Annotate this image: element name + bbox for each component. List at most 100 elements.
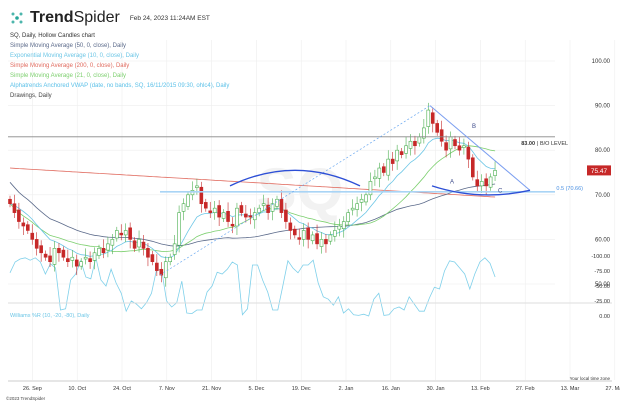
- candle-body: [39, 245, 43, 254]
- header: TrendSpider Feb 24, 2023 11:24AM EST: [10, 9, 210, 27]
- candle: [333, 221, 337, 242]
- candle: [115, 226, 119, 242]
- candle: [355, 196, 359, 217]
- candle: [426, 102, 431, 134]
- legend-item[interactable]: Simple Moving Average (200, 0, close), D…: [10, 63, 130, 69]
- williams-title: Williams %R (10, -20, -80), Daily: [10, 313, 90, 319]
- candle: [261, 194, 266, 211]
- candle: [199, 181, 204, 213]
- candle-body: [399, 151, 404, 155]
- candle-body: [457, 145, 462, 151]
- candle: [66, 249, 70, 268]
- candle-body: [177, 212, 181, 246]
- legend-item[interactable]: Alphatrends Anchored VWAP (date, no band…: [10, 83, 230, 89]
- candle-body: [25, 224, 30, 231]
- candle-body: [439, 129, 444, 142]
- candle-body: [34, 239, 39, 249]
- williams-line: [9, 257, 496, 317]
- x-tick-label: 26. Sep: [23, 386, 42, 392]
- candle: [439, 120, 444, 147]
- candle: [181, 198, 186, 221]
- candle: [70, 250, 75, 268]
- candle: [150, 250, 155, 266]
- candle: [226, 202, 230, 227]
- candle: [346, 209, 351, 226]
- x-tick-label: 13. Mar: [561, 386, 580, 392]
- candle: [297, 228, 302, 245]
- candle: [34, 232, 39, 256]
- candle: [235, 202, 239, 235]
- candle: [399, 147, 404, 159]
- candle-body: [413, 140, 417, 147]
- candle: [444, 135, 448, 158]
- candle: [359, 193, 364, 212]
- indicator-lines: [9, 137, 496, 317]
- candle: [39, 240, 43, 262]
- candle: [52, 241, 57, 272]
- candle: [128, 222, 132, 249]
- candle-body: [208, 210, 213, 213]
- y-tick-label: 70.00: [595, 193, 611, 199]
- candle: [386, 150, 391, 181]
- candle: [217, 200, 221, 227]
- candle: [21, 217, 26, 235]
- candle: [315, 224, 319, 250]
- candle: [266, 197, 270, 220]
- candle-body: [270, 203, 275, 212]
- candle-body: [364, 194, 368, 203]
- candle: [435, 119, 440, 136]
- candle-body: [466, 146, 471, 160]
- candle: [390, 151, 395, 171]
- candle-body: [404, 145, 408, 154]
- candle-body: [386, 158, 391, 176]
- candle: [132, 237, 137, 252]
- candle: [288, 217, 293, 240]
- candle: [373, 169, 377, 186]
- candle-body: [57, 248, 61, 254]
- candle-body: [217, 205, 221, 218]
- candle: [413, 135, 417, 155]
- candle: [488, 173, 493, 191]
- candle: [457, 136, 462, 156]
- candle: [137, 230, 141, 253]
- candle-body: [479, 181, 484, 187]
- candle-body: [346, 212, 351, 222]
- candle-body: [101, 248, 106, 254]
- candle-body: [8, 198, 12, 205]
- legend-item[interactable]: Drawings, Daily: [10, 93, 52, 99]
- candle: [30, 224, 35, 245]
- candle: [230, 217, 235, 234]
- candle-body: [97, 248, 101, 256]
- candles: [8, 102, 497, 287]
- candle-body: [70, 256, 75, 261]
- candle-body: [453, 139, 457, 147]
- point-label-b: B: [472, 124, 476, 130]
- candle: [364, 191, 368, 206]
- legend: SQ, Daily, Hollow Candles chart Simple M…: [10, 31, 229, 101]
- candle-body: [30, 232, 35, 240]
- legend-item[interactable]: Simple Moving Average (21, 0, close), Da…: [10, 73, 126, 79]
- candle-body: [288, 222, 293, 231]
- candle: [239, 201, 244, 217]
- candle-body: [368, 181, 373, 196]
- breakout-value: 83.00: [521, 141, 535, 147]
- candle: [25, 221, 30, 235]
- watermark: SQ: [257, 156, 344, 223]
- legend-item[interactable]: Exponential Moving Average (10, 0, close…: [10, 53, 139, 59]
- candle-body: [252, 212, 257, 221]
- candle-body: [266, 204, 270, 213]
- legend-item[interactable]: Simple Moving Average (50, 0, close), Da…: [10, 43, 126, 49]
- candle-body: [195, 185, 199, 188]
- arc-drawing: [431, 185, 531, 196]
- descending-trendline: [429, 105, 531, 191]
- copyright: ©2023 TrendSpider: [6, 396, 46, 401]
- sma21-line: [9, 145, 496, 253]
- candle: [123, 223, 128, 243]
- candle: [368, 172, 373, 201]
- candle-body: [172, 243, 177, 255]
- candle: [350, 199, 355, 216]
- candle-body: [341, 221, 346, 229]
- x-tick-label: 10. Oct: [68, 386, 86, 392]
